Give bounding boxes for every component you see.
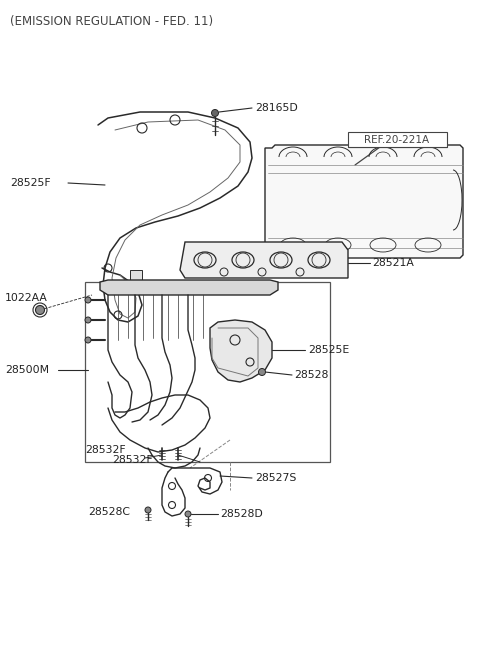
Text: 28528: 28528 — [294, 370, 328, 380]
Circle shape — [145, 507, 151, 513]
Circle shape — [212, 109, 218, 117]
Circle shape — [85, 317, 91, 323]
Bar — [348, 132, 447, 147]
Text: REF.20-221A: REF.20-221A — [364, 135, 430, 145]
Circle shape — [36, 305, 45, 314]
Bar — [85, 282, 330, 462]
Text: 28525F: 28525F — [10, 178, 50, 188]
Text: 28528D: 28528D — [220, 509, 263, 519]
Text: 28532F: 28532F — [85, 445, 126, 455]
Circle shape — [85, 297, 91, 303]
Text: 28527S: 28527S — [255, 473, 296, 483]
Text: 28500M: 28500M — [5, 365, 49, 375]
Circle shape — [185, 511, 191, 517]
Text: 28165D: 28165D — [255, 103, 298, 113]
Text: 28525E: 28525E — [308, 345, 349, 355]
Text: 1022AA: 1022AA — [5, 293, 48, 303]
Text: 28521A: 28521A — [372, 258, 414, 268]
Text: 28528C: 28528C — [88, 507, 130, 517]
Circle shape — [85, 337, 91, 343]
Circle shape — [259, 369, 265, 375]
Polygon shape — [210, 320, 272, 382]
Text: 28532F: 28532F — [112, 455, 153, 465]
Polygon shape — [180, 242, 348, 278]
Polygon shape — [130, 270, 142, 285]
Polygon shape — [265, 145, 463, 258]
Text: (EMISSION REGULATION - FED. 11): (EMISSION REGULATION - FED. 11) — [10, 16, 213, 29]
Polygon shape — [100, 280, 278, 295]
